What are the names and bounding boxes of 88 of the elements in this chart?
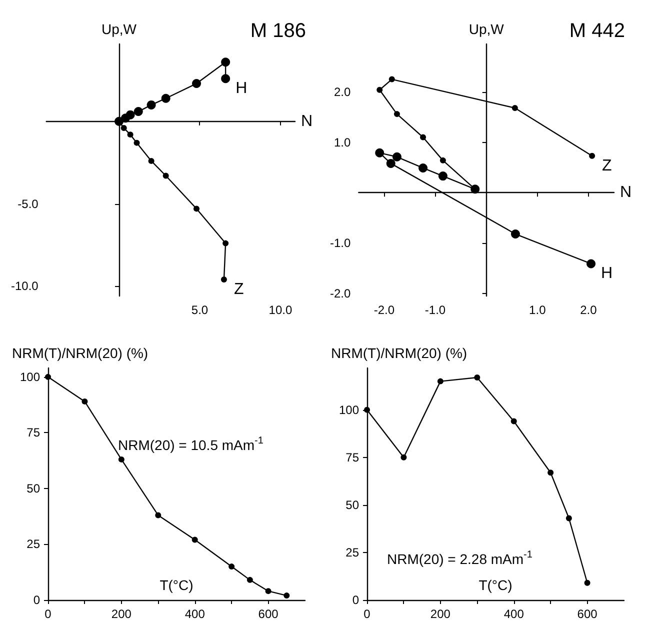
point [265,588,272,594]
point [437,378,444,384]
y-tick-label: -5.0 [18,196,39,211]
x-tick-label: 0 [364,607,371,621]
point [118,456,124,462]
point [510,418,517,424]
point [228,564,235,570]
y-tick-label: 1.0 [334,135,351,150]
point [155,512,162,518]
x-tick-label: 200 [111,607,132,621]
y-tick-label: 75 [346,450,360,464]
x-tick-label: -1.0 [424,303,446,317]
point [284,592,290,599]
point [438,172,448,181]
y-tick-label: 75 [26,426,40,440]
point [246,576,253,583]
y-tick-label: 25 [346,545,360,560]
y-tick-label: 0 [352,593,360,607]
y-axis-title: NRM(T)/NRM(20) (%) [331,345,468,361]
x-tick-label: 400 [184,607,206,621]
x-axis-title: N [301,112,313,130]
point [82,398,88,404]
point [375,148,384,158]
point [420,134,426,140]
point [220,276,227,283]
x-tick-label: 0 [44,607,52,621]
point [222,240,229,246]
point [221,58,230,67]
x-tick-label: 2.0 [580,303,598,317]
point [512,105,518,112]
point [392,152,402,162]
point [161,94,170,103]
x-tick-label: 10.0 [268,303,292,317]
point [510,230,520,239]
point [474,374,480,381]
x-tick-label: 5.0 [191,303,208,317]
y-tick-label: 0 [33,593,40,607]
y-tick-label: 100 [20,370,40,384]
point [194,206,200,212]
y-tick-label: 100 [338,402,360,417]
point [566,515,572,522]
point [221,74,230,84]
point [134,107,143,116]
point [148,158,154,164]
point [400,454,407,460]
x-tick-label: 200 [430,607,451,621]
point [192,79,202,88]
x-tick-label: 1.0 [529,303,546,317]
y-axis-title: Up,W [468,21,505,37]
point [376,86,383,93]
point [586,259,596,268]
y-tick-label: -10.0 [10,279,39,294]
series-label: Z [602,157,612,174]
point [589,152,596,159]
point [192,536,198,543]
point [134,140,140,146]
x-axis-title: T(°C) [160,577,194,593]
point [548,470,554,476]
point [388,76,395,82]
chart-title: M 442 [569,20,626,42]
point [146,100,156,110]
x-axis-title: N [620,184,632,202]
x-tick-label: -2.0 [374,303,395,317]
point [584,580,590,586]
point [440,157,446,164]
y-axis-title: Up,W [102,21,138,37]
y-tick-label: -2.0 [330,286,351,300]
y-tick-label: 2.0 [334,84,351,99]
y-tick-label: 50 [26,481,40,496]
point [162,172,169,179]
point [126,110,135,120]
chart-title: M 186 [250,20,306,42]
point [386,158,396,168]
point [418,163,428,172]
y-tick-label: 50 [346,498,360,512]
series-label: H [601,265,613,282]
y-tick-label: 25 [26,537,40,552]
point [127,132,134,138]
point [394,111,400,118]
point [120,125,127,131]
x-tick-label: 600 [258,607,279,621]
y-tick-label: -1.0 [330,236,351,250]
x-tick-label: 600 [577,607,598,621]
series-label: Z [234,281,244,298]
x-axis-title: T(°C) [478,577,512,593]
y-axis-title: NRM(T)/NRM(20) (%) [12,345,148,361]
x-tick-label: 400 [504,607,524,621]
series-label: H [236,80,248,98]
